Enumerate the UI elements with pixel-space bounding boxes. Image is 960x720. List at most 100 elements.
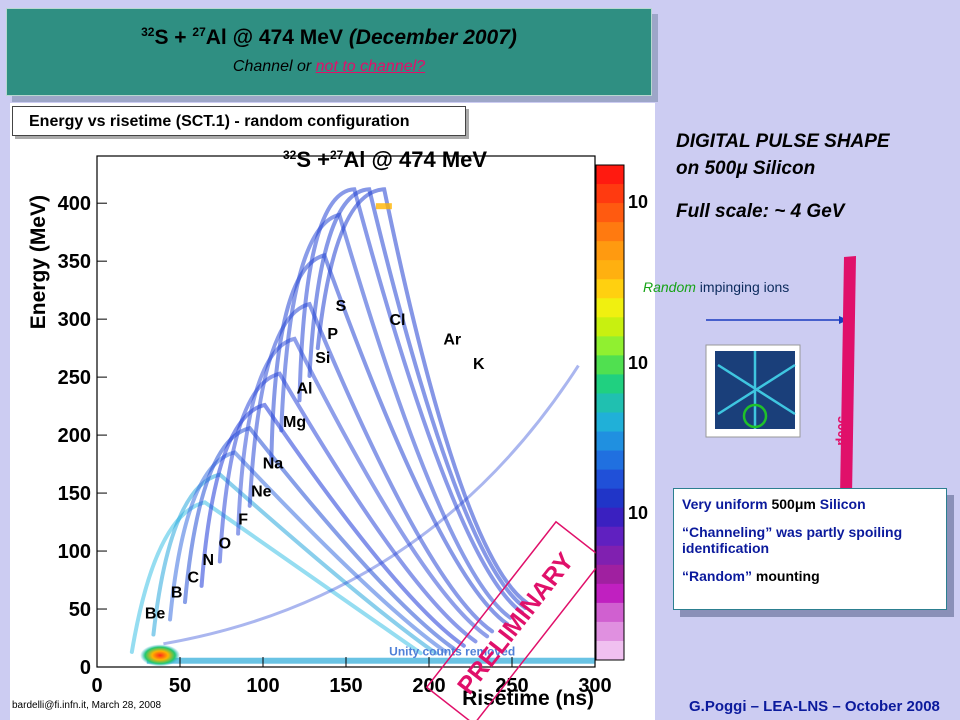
pulse-shape-line1: DIGITAL PULSE SHAPE	[676, 131, 890, 152]
colorbar-swatch	[596, 279, 624, 299]
info-line-3a: “Random”	[682, 568, 752, 584]
target: Al	[205, 26, 227, 49]
colorbar-swatch	[596, 412, 624, 433]
pileup-band	[163, 364, 580, 646]
info-line-1a: Very uniform	[682, 496, 772, 512]
element-label-si: Si	[315, 350, 330, 367]
x-tick-label: 200	[412, 675, 445, 697]
x-tick-label: 300	[578, 675, 611, 697]
y-tick-label: 400	[58, 193, 91, 215]
y-tick-label: 300	[58, 309, 91, 331]
colorbar-swatch	[596, 298, 624, 318]
colorbar-swatch	[596, 526, 624, 547]
colorbar-swatch	[596, 165, 624, 185]
colorbar-swatch	[596, 469, 624, 490]
target-mass: 27	[192, 25, 206, 39]
colorbar-swatch	[596, 336, 624, 356]
stamp-border	[425, 520, 605, 720]
impinge-random: Random	[643, 279, 696, 295]
colorbar-swatch	[596, 602, 624, 623]
info-line-2: “Channeling” was partly spoiling identif…	[682, 524, 903, 556]
footer-email: bardelli@fi.infn.it, March 28, 2008	[12, 700, 162, 711]
colorbar-swatch	[596, 621, 624, 642]
element-band-p	[307, 187, 528, 610]
footer-credit: G.Poggi – LEA-LNS – October 2008	[689, 698, 940, 715]
colorbar-swatch	[596, 374, 624, 394]
beam-energy: @ 474 MeV	[226, 26, 349, 49]
element-band-be	[129, 500, 423, 656]
colorbar-swatch	[596, 507, 624, 528]
x-tick-label: 250	[495, 675, 528, 697]
element-label-f: F	[238, 511, 248, 528]
pulse-shape-line2: on 500μ Silicon	[676, 158, 816, 179]
colorbar-label: 10	[628, 503, 648, 523]
colorbar-frame	[595, 164, 625, 661]
element-band-n	[182, 425, 456, 651]
element-label-ar: Ar	[443, 332, 461, 349]
element-label-o: O	[219, 536, 231, 553]
colorbar-swatch	[596, 222, 624, 242]
x-axis-label: Risetime (ns)	[462, 687, 594, 710]
info-line-1b: 500μm	[771, 496, 816, 512]
element-band-ne	[236, 336, 490, 639]
colorbar-swatch	[596, 431, 624, 452]
subtitle-link[interactable]: not to channel?	[315, 58, 426, 75]
colorbar-swatch	[596, 488, 624, 509]
plot-box-title: Energy vs risetime (SCT.1) - random conf…	[29, 113, 410, 130]
element-band-si	[297, 187, 524, 615]
info-line-1: Very uniform 500μm Silicon	[682, 496, 938, 512]
colorbar-label: 10	[628, 353, 648, 373]
y-tick-label: 50	[69, 599, 91, 621]
info-line-3: “Random” mounting	[682, 568, 938, 584]
colorbar-swatch	[596, 564, 624, 585]
y-tick-label: 100	[58, 541, 91, 563]
element-band-mg	[269, 253, 510, 626]
elastic-spot	[375, 203, 392, 210]
colorbar-swatch	[596, 260, 624, 280]
slide-title: 32S + 27Al @ 474 MeV (December 2007)	[7, 25, 651, 50]
info-box: Very uniform 500μm Silicon “Channeling” …	[673, 488, 947, 610]
element-band-f	[217, 371, 478, 644]
x-tick-label: 0	[91, 675, 102, 697]
element-label-c: C	[187, 569, 199, 586]
hot-spot	[140, 644, 181, 667]
element-band-s	[315, 187, 529, 605]
element-label-b: B	[171, 584, 183, 601]
colorbar-swatch	[596, 203, 624, 223]
y-tick-label: 200	[58, 425, 91, 447]
colorbar-swatch	[596, 450, 624, 471]
x-tick-label: 100	[246, 675, 279, 697]
colorbar-swatch	[596, 184, 624, 204]
y-tick-label: 350	[58, 251, 91, 273]
element-label-al: Al	[297, 380, 313, 397]
element-band-al	[279, 212, 513, 620]
unity-counts-note: Unity counts removed	[389, 644, 515, 658]
element-label-mg: Mg	[283, 414, 306, 431]
x-tick-label: 50	[169, 675, 191, 697]
info-line-3b: mounting	[752, 568, 820, 584]
element-label-k: K	[473, 356, 485, 373]
reaction-label: 32S +27Al @ 474 MeV	[283, 147, 487, 172]
element-label-cl: Cl	[389, 312, 405, 329]
slide-subtitle: Channel or not to channel?	[7, 58, 651, 76]
colorbar-label: 10	[628, 192, 648, 212]
element-label-na: Na	[263, 456, 284, 473]
pulse-shape-title: DIGITAL PULSE SHAPE on 500μ Silicon	[676, 128, 890, 182]
element-label-ne: Ne	[251, 484, 272, 501]
title-banner: 32S + 27Al @ 474 MeV (December 2007) Cha…	[6, 8, 652, 96]
plot-title-box: Energy vs risetime (SCT.1) - random conf…	[12, 106, 466, 136]
colorbar-swatch	[596, 393, 624, 413]
colorbar-swatch	[596, 545, 624, 566]
colorbar-swatch	[596, 640, 624, 661]
x-tick-label: 150	[329, 675, 362, 697]
projectile: S +	[154, 26, 193, 49]
experiment-date: (December 2007)	[348, 26, 517, 49]
impinge-rest: impinging ions	[695, 279, 790, 295]
colorbar-swatch	[596, 317, 624, 337]
colorbar-swatch	[596, 583, 624, 604]
info-line-1c: Silicon	[815, 496, 866, 512]
full-scale-label: Full scale: ~ 4 GeV	[676, 201, 845, 222]
low-energy-band	[146, 657, 596, 664]
colorbar-swatch	[596, 241, 624, 261]
